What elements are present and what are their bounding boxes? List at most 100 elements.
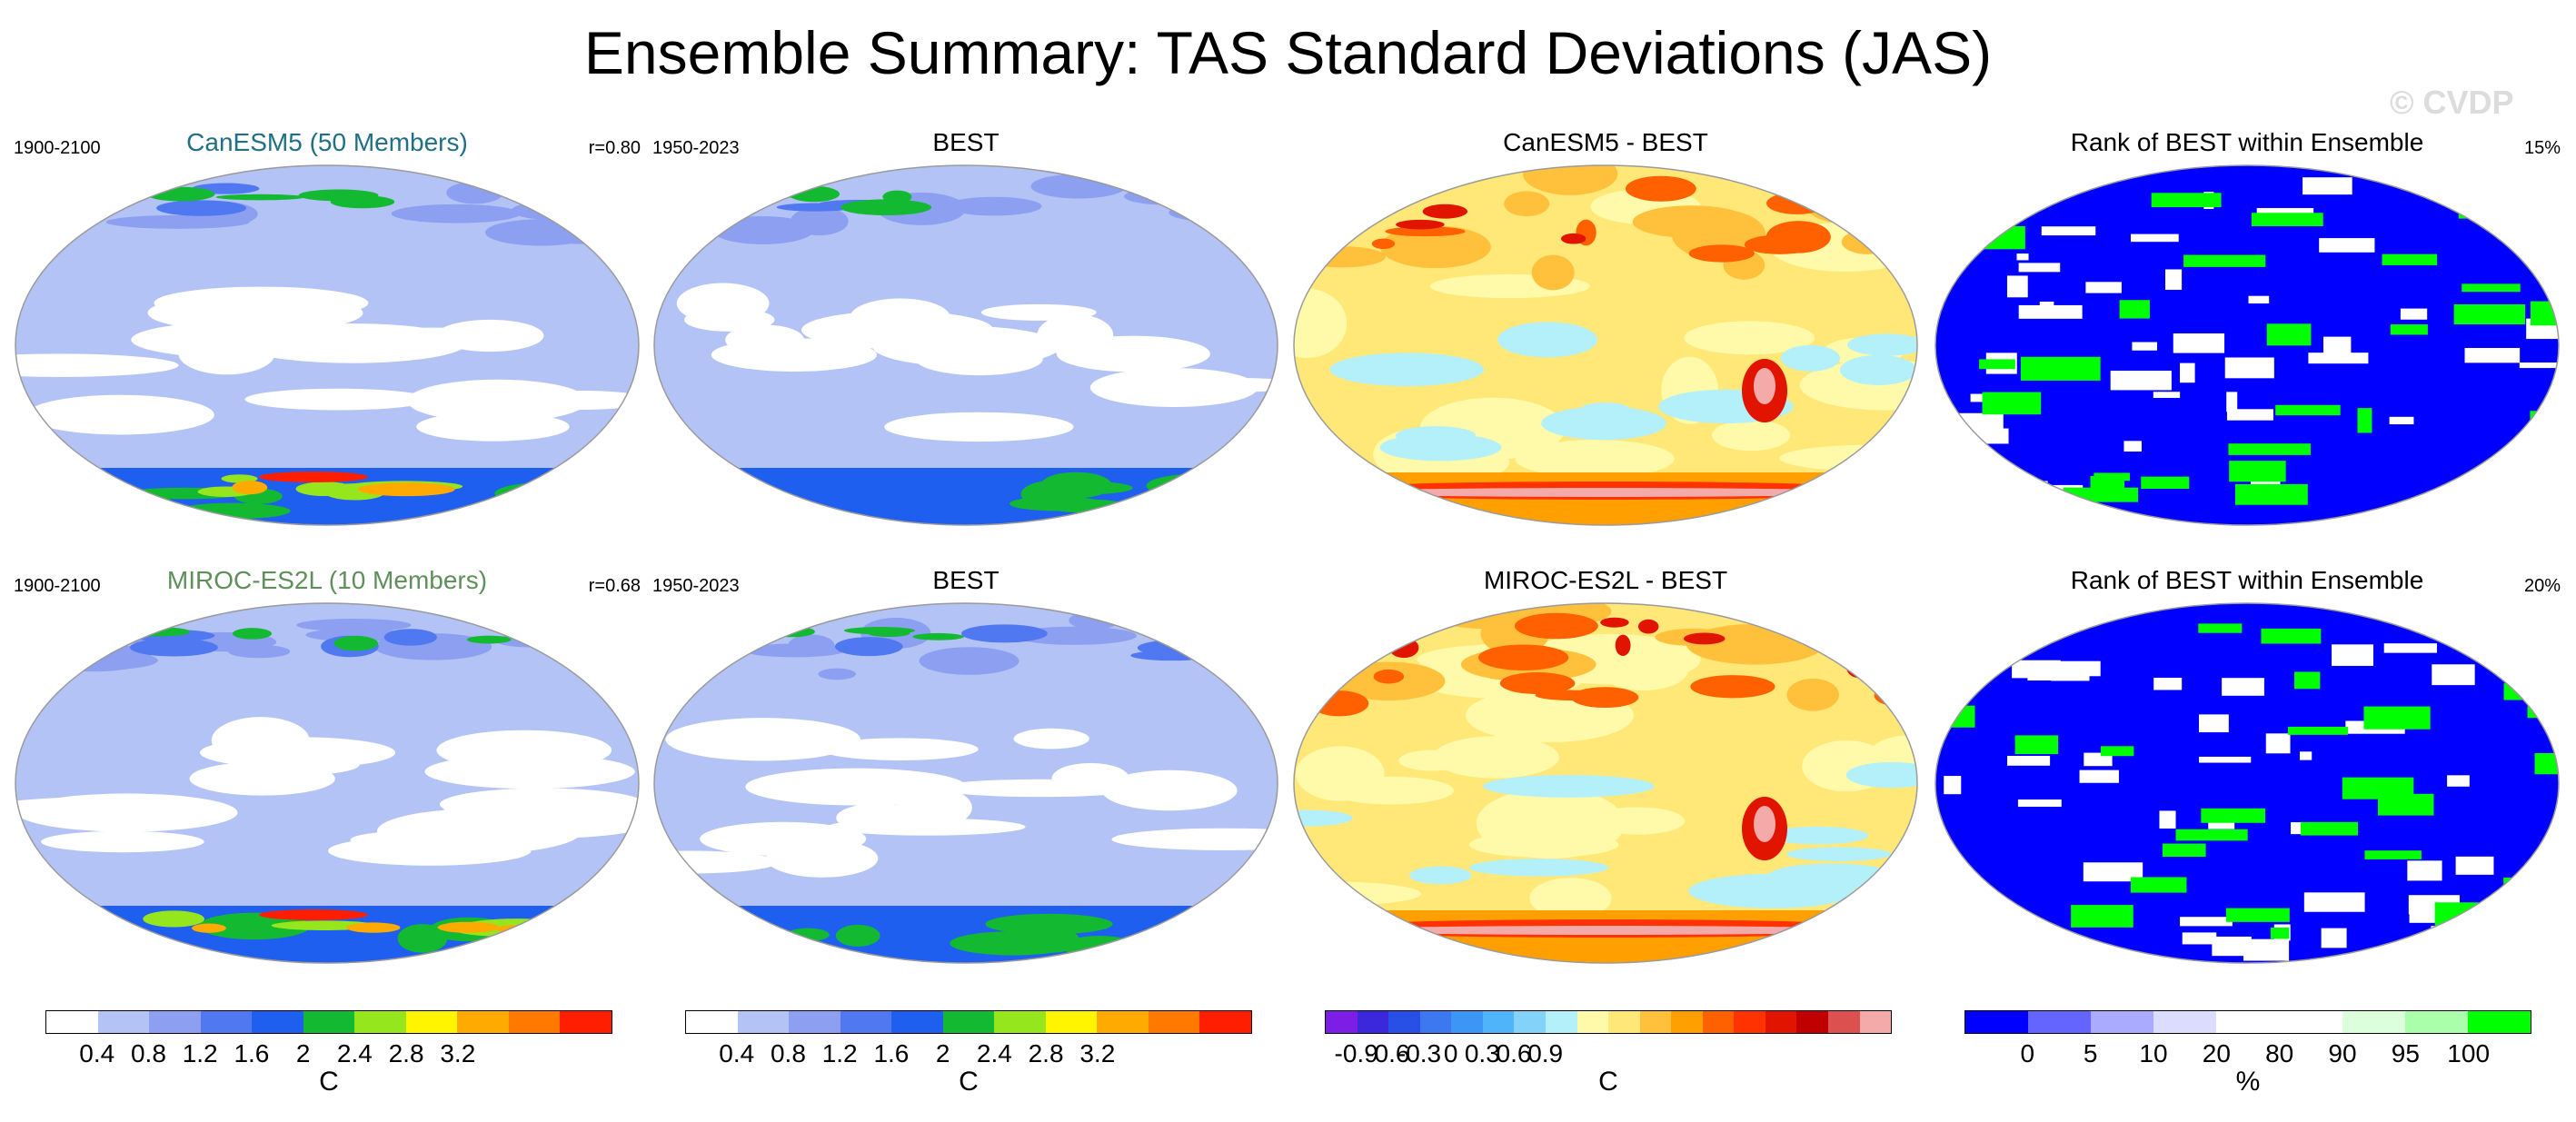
- colorbar-units: %: [2235, 1067, 2261, 1097]
- colorbar-strip: [1325, 1010, 1892, 1034]
- map-rank-2: [1934, 602, 2560, 964]
- colorbar-swatch: [1482, 1011, 1515, 1033]
- panel-period: 1900-2100: [14, 576, 101, 596]
- colorbar-swatch: [2091, 1011, 2154, 1033]
- colorbar-tick-label: 2.4: [976, 1039, 1012, 1067]
- colorbar-swatch: [560, 1011, 612, 1033]
- panel-miroc-diff: MIROC-ES2L - BEST: [1292, 565, 1919, 965]
- colorbar-tick-label: 0.8: [770, 1039, 806, 1067]
- panel-period: 1950-2023: [652, 576, 740, 596]
- colorbar-swatch: [457, 1011, 509, 1033]
- colorbar-tick-label: 0.6: [1496, 1039, 1532, 1067]
- colorbar-tick-label: 10: [2139, 1039, 2168, 1067]
- map-best-std-2: [653, 602, 1278, 964]
- colorbar-strip: [685, 1010, 1252, 1034]
- colorbar-swatch: [1199, 1011, 1252, 1033]
- map-best-std-1: [653, 164, 1278, 526]
- colorbar-swatch: [2279, 1011, 2342, 1033]
- colorbar-swatch: [1357, 1011, 1389, 1033]
- colorbar-tick-label: 100: [2447, 1039, 2491, 1067]
- colorbar-swatch: [508, 1011, 561, 1033]
- panel-rank-percent: 15%: [2523, 138, 2561, 158]
- colorbar-tick-label: 20: [2202, 1039, 2231, 1067]
- colorbar-tick-label: 1.2: [821, 1039, 858, 1067]
- colorbar-swatch: [1639, 1011, 1672, 1033]
- colorbar-swatch: [1388, 1011, 1420, 1033]
- colorbar-tick-label: 95: [2391, 1039, 2420, 1067]
- colorbar-swatch: [2404, 1011, 2468, 1033]
- colorbar-tick-label: 3.2: [440, 1039, 476, 1067]
- colorbar-tick-label: 80: [2265, 1039, 2294, 1067]
- colorbar-swatch: [2153, 1011, 2217, 1033]
- map-miroc-diff: [1293, 602, 1918, 964]
- colorbar-tick-label: 0.9: [1527, 1039, 1564, 1067]
- colorbar-swatch: [1859, 1011, 1892, 1033]
- colorbar-tick-label: -0.6: [1366, 1039, 1410, 1067]
- colorbar-tick-label: 90: [2328, 1039, 2357, 1067]
- colorbar-swatch: [252, 1011, 303, 1033]
- colorbar-swatch: [1326, 1011, 1358, 1033]
- colorbar-swatch: [1419, 1011, 1452, 1033]
- panel-period: 1950-2023: [652, 138, 740, 158]
- colorbar-tick-label: 0.8: [130, 1039, 166, 1067]
- colorbar-swatch: [2216, 1011, 2280, 1033]
- colorbar-swatch: [1765, 1011, 1797, 1033]
- colorbar-swatch: [1796, 1011, 1828, 1033]
- colorbar-tick-label: 1.2: [182, 1039, 218, 1067]
- colorbar-swatch: [1545, 1011, 1577, 1033]
- colorbar-swatch: [1828, 1011, 1860, 1033]
- colorbar-tick-label: 0: [1443, 1039, 1458, 1067]
- colorbar-swatch: [2467, 1011, 2531, 1033]
- colorbar-tick-label: 0.4: [719, 1039, 755, 1067]
- map-miroc-std: [15, 602, 640, 964]
- panel-title: BEST: [932, 566, 1000, 594]
- colorbar-tick-label: 0.3: [1464, 1039, 1500, 1067]
- colorbar-swatch: [1514, 1011, 1546, 1033]
- colorbar-swatch: [1576, 1011, 1609, 1033]
- colorbar-tick-label: 3.2: [1079, 1039, 1116, 1067]
- colorbar-units: C: [1598, 1067, 1618, 1097]
- colorbar-swatch: [840, 1011, 892, 1033]
- colorbar-tick-label: 2.4: [336, 1039, 373, 1067]
- colorbar-swatch: [354, 1011, 406, 1033]
- colorbar-swatch: [789, 1011, 840, 1033]
- colorbar-strip: [1964, 1010, 2531, 1034]
- panel-title: BEST: [932, 128, 1000, 156]
- colorbar-swatch: [149, 1011, 201, 1033]
- panel-title: Rank of BEST within Ensemble: [2070, 566, 2424, 594]
- colorbar-swatch: [1045, 1011, 1098, 1033]
- colorbar-swatch: [686, 1011, 738, 1033]
- colorbar-tick-label: 2.8: [388, 1039, 424, 1067]
- colorbar-swatch: [97, 1011, 150, 1033]
- colorbar-units: C: [319, 1067, 339, 1097]
- colorbar-swatch: [1965, 1011, 2029, 1033]
- panel-title: CanESM5 (50 Members): [186, 128, 468, 156]
- colorbar-swatch: [405, 1011, 458, 1033]
- map-canesm5-std: [15, 164, 640, 526]
- colorbar-tick-label: 2.8: [1028, 1039, 1064, 1067]
- main-title: Ensemble Summary: TAS Standard Deviation…: [583, 19, 1993, 86]
- panel-rank-1: Rank of BEST within Ensemble 15%: [1934, 127, 2561, 527]
- colorbar-tick-label: 1.6: [873, 1039, 910, 1067]
- colorbar-swatch: [1097, 1011, 1149, 1033]
- panel-correlation: r=0.80: [588, 138, 641, 158]
- colorbar-tick-label: 0.4: [79, 1039, 115, 1067]
- colorbar-tick-label: 2: [935, 1039, 950, 1067]
- colorbar-swatch: [1671, 1011, 1703, 1033]
- colorbar-swatch: [891, 1011, 943, 1033]
- map-canesm5-diff: [1293, 164, 1918, 526]
- panel-period: 1900-2100: [14, 138, 101, 158]
- panel-title: Rank of BEST within Ensemble: [2070, 128, 2424, 156]
- colorbar-swatch: [1734, 1011, 1765, 1033]
- colorbar-swatch: [2342, 1011, 2405, 1033]
- colorbar-units: C: [959, 1067, 979, 1097]
- colorbar-swatch: [303, 1011, 355, 1033]
- colorbar-swatch: [1608, 1011, 1640, 1033]
- colorbar-swatch: [46, 1011, 98, 1033]
- panel-title: MIROC-ES2L (10 Members): [166, 566, 488, 594]
- watermark: © CVDP: [2390, 84, 2514, 121]
- colorbar-swatch: [942, 1011, 995, 1033]
- colorbar-swatch: [1702, 1011, 1735, 1033]
- colorbar-tick-label: 1.6: [234, 1039, 270, 1067]
- map-rank-1: [1934, 164, 2560, 526]
